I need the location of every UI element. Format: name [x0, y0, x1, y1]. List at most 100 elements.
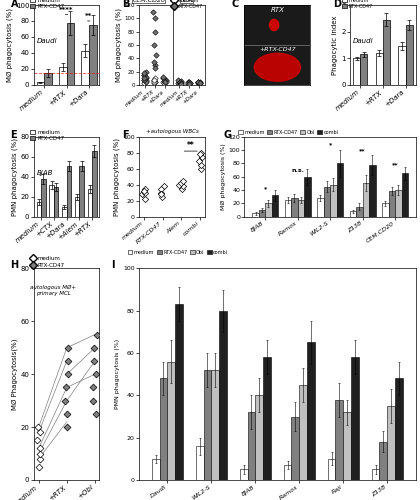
Point — [158, 190, 164, 198]
Bar — [259, 210, 265, 216]
Text: D: D — [333, 0, 341, 8]
Y-axis label: PMN phagocytosis (%): PMN phagocytosis (%) — [114, 138, 121, 216]
Point — [177, 79, 184, 87]
Bar — [45, 73, 52, 85]
Point — [62, 396, 69, 404]
Bar — [219, 311, 227, 480]
Point — [142, 195, 149, 203]
Point — [139, 190, 145, 198]
Y-axis label: MØ phagocytosis (%): MØ phagocytosis (%) — [115, 8, 122, 82]
Point — [176, 180, 183, 188]
Circle shape — [270, 20, 279, 30]
Point — [151, 78, 158, 86]
Point — [63, 423, 70, 431]
Point — [142, 188, 148, 196]
Point — [142, 78, 149, 86]
Text: C: C — [231, 0, 239, 8]
Text: ****: **** — [59, 7, 74, 13]
Point — [142, 73, 149, 81]
Y-axis label: PMN phagocytosis (%): PMN phagocytosis (%) — [11, 138, 18, 216]
Bar — [66, 166, 71, 216]
Bar — [285, 200, 291, 216]
Point — [36, 428, 43, 436]
Point — [187, 79, 194, 87]
Text: CEM: CEM — [180, 0, 193, 4]
Legend: medium, RTX-CD47, Obi, combi: medium, RTX-CD47, Obi, combi — [128, 250, 228, 254]
Bar — [349, 211, 356, 216]
Bar — [62, 206, 66, 216]
Text: G: G — [224, 130, 232, 140]
Bar — [336, 164, 343, 216]
Bar — [356, 206, 362, 216]
Legend: medium, RTX-CD47: medium, RTX-CD47 — [30, 256, 64, 268]
Point — [194, 78, 201, 86]
Point — [141, 74, 147, 82]
Point — [152, 64, 158, 72]
Point — [185, 78, 192, 86]
Bar — [362, 184, 369, 216]
Point — [36, 463, 42, 471]
Text: RTX: RTX — [270, 6, 284, 12]
Point — [151, 76, 158, 84]
Point — [161, 78, 168, 86]
Legend: medium, RTX-CD47: medium, RTX-CD47 — [342, 0, 373, 9]
Point — [186, 80, 193, 88]
Point — [90, 344, 97, 352]
Point — [142, 74, 149, 82]
Bar — [66, 22, 74, 85]
Text: CEM.CD20: CEM.CD20 — [132, 0, 165, 4]
Point — [160, 182, 167, 190]
Point — [160, 74, 167, 82]
Y-axis label: PMN phagocytosis (%): PMN phagocytosis (%) — [116, 339, 121, 409]
Point — [158, 188, 165, 196]
Point — [151, 61, 158, 69]
Legend: medium, RTX-CD47: medium, RTX-CD47 — [172, 0, 202, 9]
Point — [197, 164, 204, 172]
Point — [161, 79, 168, 87]
Text: +RTX-CD47: +RTX-CD47 — [259, 46, 296, 52]
Bar — [168, 362, 176, 480]
Point — [176, 78, 182, 86]
Bar — [351, 358, 359, 480]
Point — [197, 79, 203, 87]
Bar — [291, 416, 299, 480]
Bar — [330, 184, 336, 216]
Point — [150, 41, 157, 49]
Point — [177, 77, 184, 85]
Point — [152, 28, 158, 36]
Point — [93, 370, 100, 378]
Point — [65, 344, 72, 352]
Bar — [395, 190, 402, 216]
Text: autologous MØ+
primary MCL: autologous MØ+ primary MCL — [30, 286, 76, 296]
Point — [163, 77, 169, 85]
Bar — [88, 188, 92, 216]
Point — [37, 444, 44, 452]
Text: A: A — [10, 0, 18, 8]
Legend: medium, RTX-CD47, Obi, combi: medium, RTX-CD47, Obi, combi — [238, 130, 339, 134]
Bar — [372, 470, 379, 480]
Point — [151, 79, 158, 87]
Legend: medium, RTX-CD47: medium, RTX-CD47 — [30, 0, 64, 10]
Bar — [395, 378, 403, 480]
Point — [37, 450, 43, 458]
Bar — [317, 198, 324, 216]
Point — [199, 152, 205, 160]
Point — [161, 77, 168, 85]
Point — [150, 58, 157, 66]
Point — [160, 73, 167, 81]
Bar — [239, 470, 247, 480]
Point — [151, 78, 158, 86]
Text: Daudi: Daudi — [37, 38, 58, 44]
Point — [63, 384, 69, 392]
Point — [194, 78, 201, 86]
Point — [176, 78, 183, 86]
Point — [142, 74, 149, 82]
Point — [158, 192, 165, 200]
Point — [176, 79, 183, 87]
Bar — [304, 176, 311, 216]
Point — [37, 455, 44, 463]
Point — [179, 176, 186, 184]
Point — [185, 80, 192, 88]
Bar — [81, 50, 89, 85]
Bar — [328, 459, 336, 480]
